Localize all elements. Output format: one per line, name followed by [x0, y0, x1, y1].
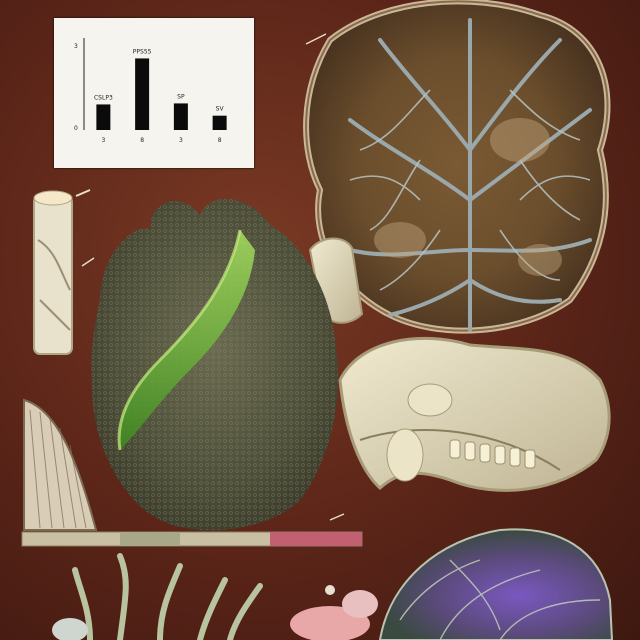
shell-fan-icon	[23, 398, 98, 531]
bar-data-label: SP	[177, 93, 185, 100]
jaw-bone-icon	[338, 336, 611, 492]
specimen-strip-icon	[21, 531, 363, 547]
bar	[96, 104, 111, 130]
bar	[173, 103, 188, 130]
coral-purple-icon	[378, 528, 614, 640]
y-tick-label: 3	[74, 43, 78, 50]
pebble-icon	[52, 585, 378, 640]
bar-data-label: CSLP3	[94, 94, 113, 101]
y-tick-label: 0	[74, 125, 78, 132]
bar	[135, 58, 150, 130]
bar	[212, 115, 227, 130]
x-tick-label: 8	[140, 137, 144, 144]
bar-data-label: PPS55	[133, 48, 152, 55]
scroll-tube-icon	[33, 189, 91, 355]
x-tick-label: 3	[179, 137, 183, 144]
leaf-cross-section-icon	[303, 0, 611, 334]
annotation-ticks	[81, 33, 345, 521]
x-tick-label: 8	[218, 137, 222, 144]
bar-chart-panel: 3 0 CSLP3 3 PPS55 8 SP 3 SV 8	[54, 18, 254, 168]
plant-stem-icon	[72, 553, 263, 640]
x-tick-label: 3	[101, 137, 105, 144]
brain-mesh-icon	[91, 198, 339, 531]
bar-data-label: SV	[216, 106, 225, 113]
bar-chart: 3 0 CSLP3 3 PPS55 8 SP 3 SV 8	[74, 38, 227, 144]
